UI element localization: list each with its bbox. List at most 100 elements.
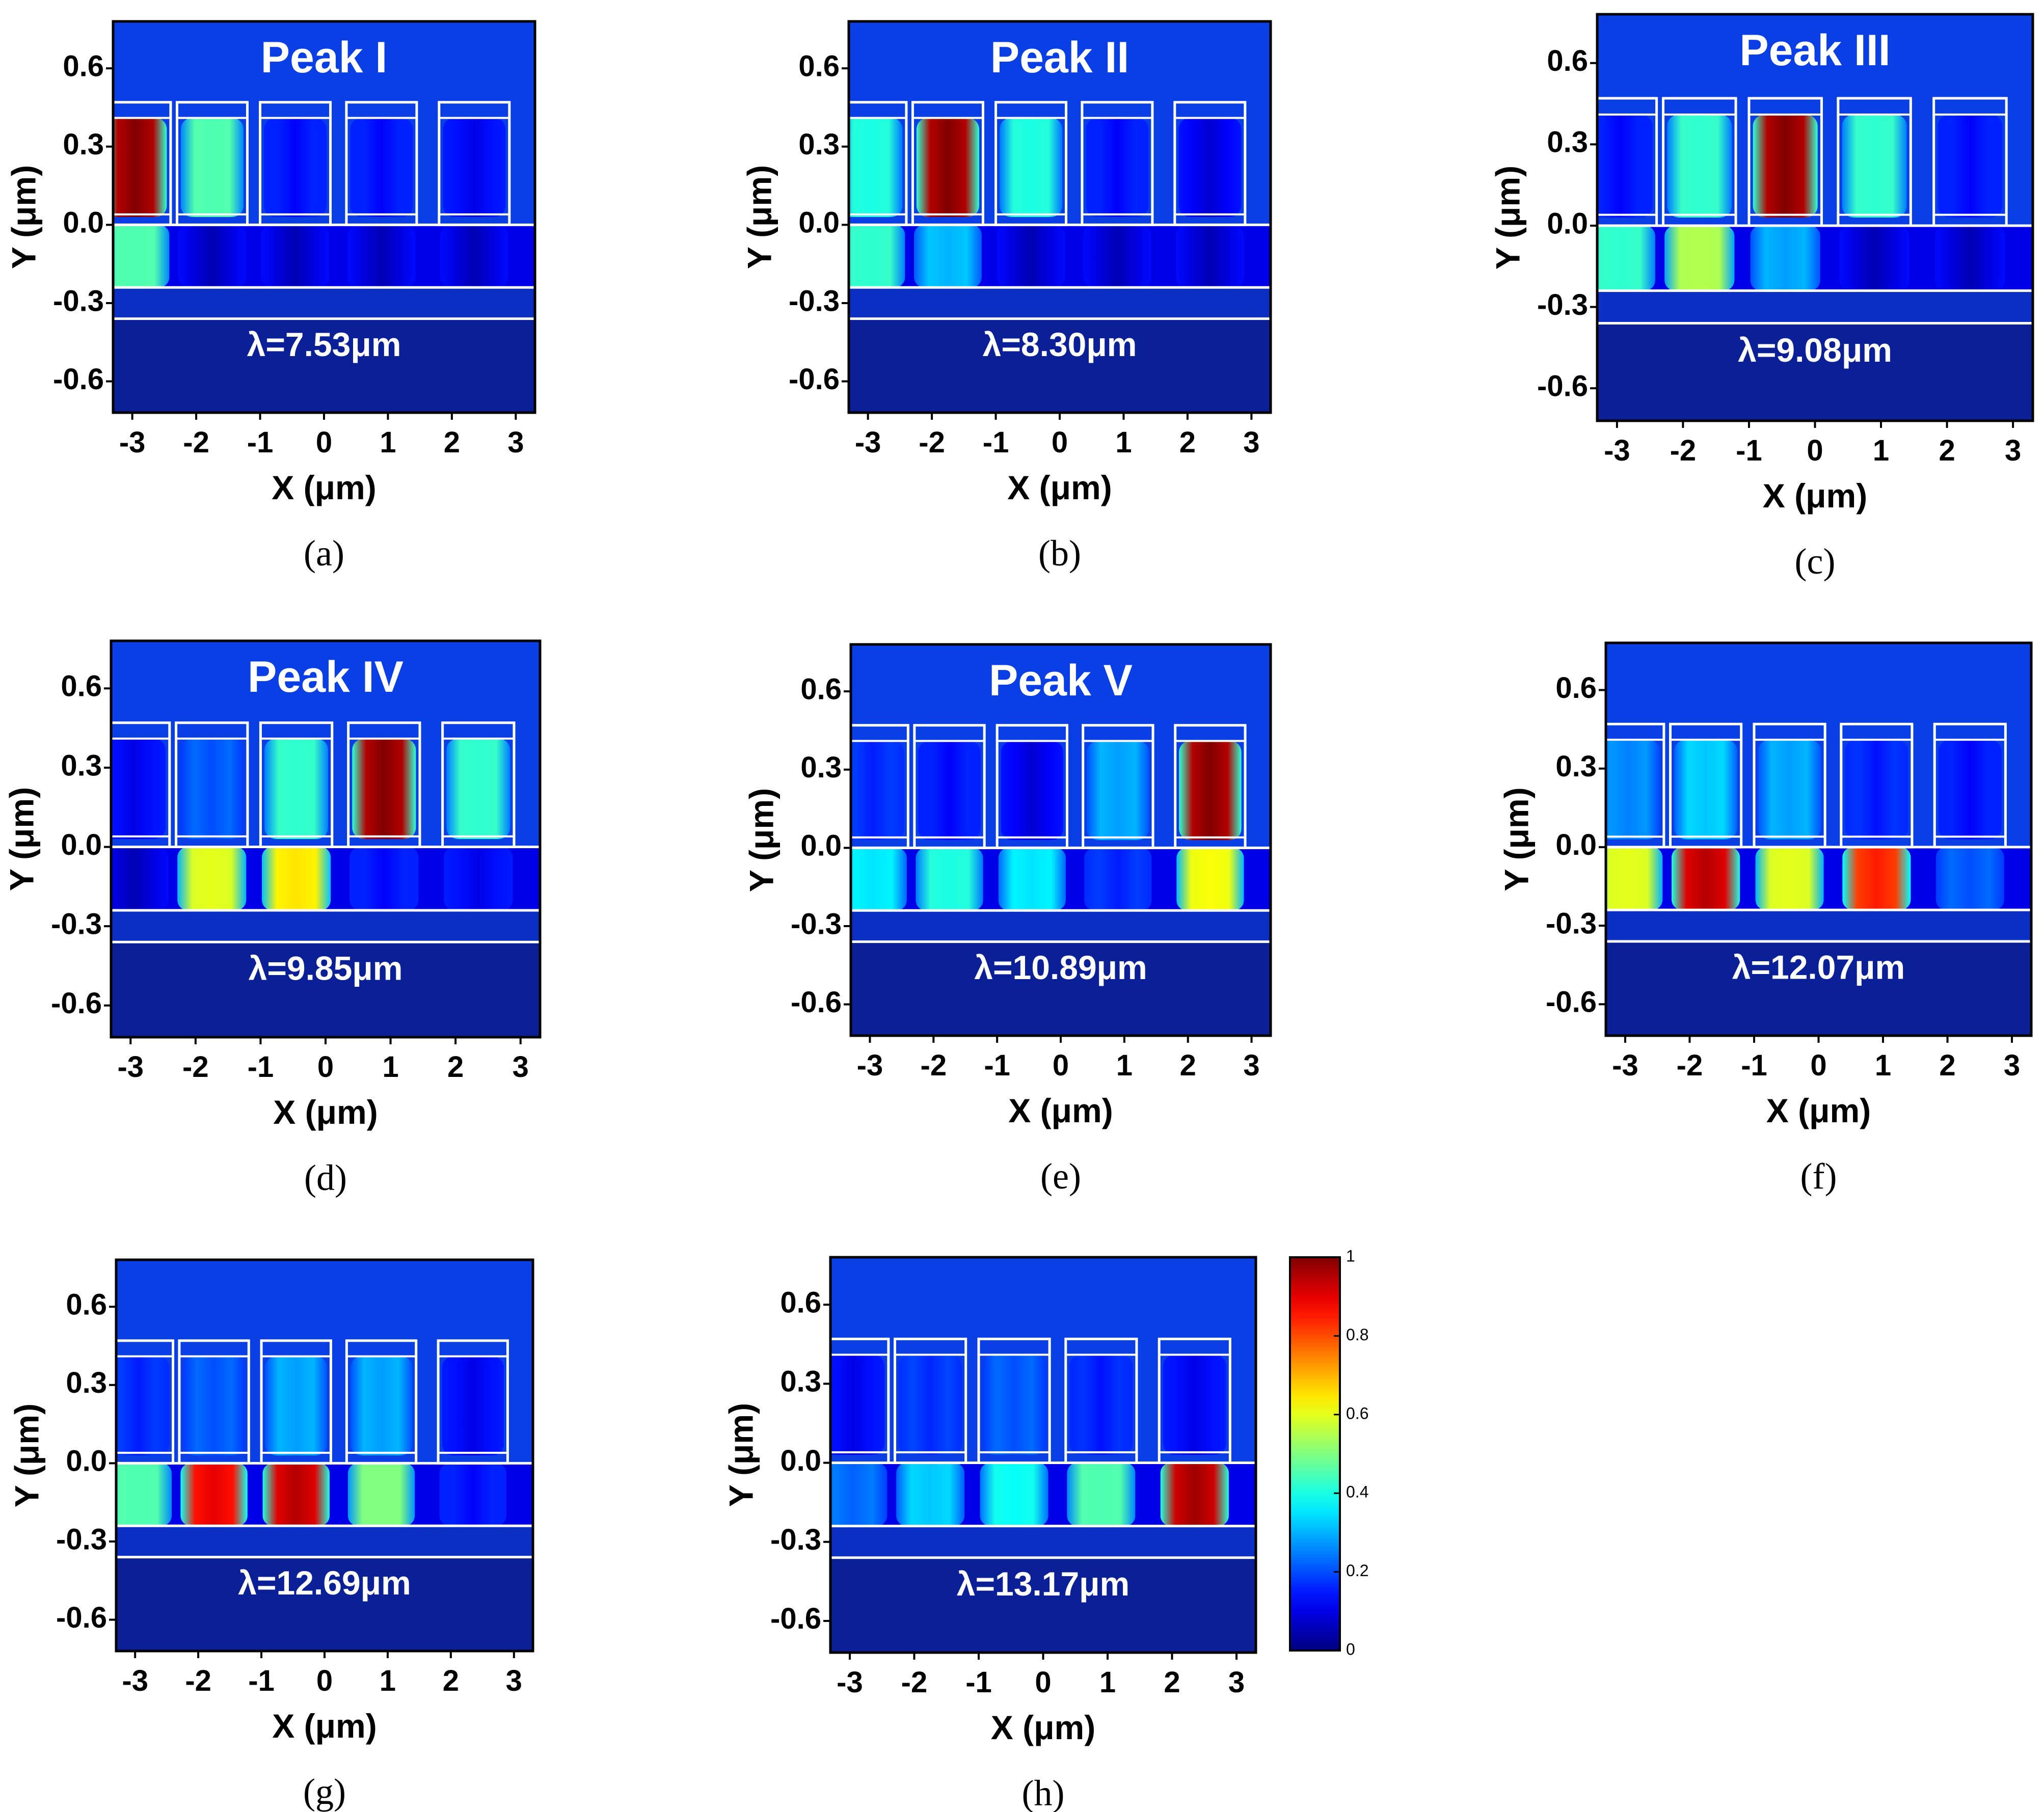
substrate-region — [1606, 941, 2031, 1036]
y-axis-label: Y (μm) — [8, 1403, 45, 1507]
substrate-region — [830, 1557, 1256, 1653]
x-tick-label: -2 — [185, 1664, 211, 1697]
x-tick-label: 1 — [1116, 1049, 1133, 1082]
x-tick-label: 2 — [444, 426, 460, 459]
x-tick-label: -3 — [855, 426, 881, 459]
gap-field-3 — [261, 225, 330, 288]
y-tick-label: -0.6 — [53, 363, 104, 396]
y-axis-label: Y (μm) — [742, 788, 780, 892]
y-tick-label: 0.6 — [798, 49, 840, 83]
gap-field-2 — [1672, 847, 1740, 910]
gap-field-3 — [1750, 225, 1820, 291]
y-tick-label: 0.0 — [61, 828, 102, 861]
panel-caption: (c) — [1795, 541, 1836, 582]
panels: Peak I λ=7.53μm -3 -2 -1 0 1 2 3 0.6 0.3 0.0 -0.3 -0.… — [3, 13, 2034, 1812]
wavelength-label: λ=10.89μm — [974, 949, 1147, 986]
y-tick-label: 0.3 — [63, 128, 104, 161]
resonator-field-3 — [1758, 740, 1821, 840]
wavelength-label: λ=7.53μm — [247, 326, 401, 363]
x-axis-label: X (μm) — [272, 469, 376, 506]
gap-field-3 — [262, 1463, 330, 1526]
x-tick-label: 0 — [316, 426, 332, 459]
gap-field-3 — [997, 225, 1065, 288]
x-tick-label: 1 — [1115, 426, 1132, 459]
y-tick-label: 0.3 — [1555, 750, 1597, 783]
resonator-field-2 — [899, 1355, 962, 1455]
resonator-field-3 — [1753, 114, 1818, 218]
y-tick-label: 0.6 — [61, 670, 102, 703]
x-tick-label: 0 — [1053, 1049, 1069, 1082]
gap-field-1 — [111, 847, 169, 911]
x-tick-label: -1 — [983, 426, 1009, 459]
panel-caption: (h) — [1022, 1773, 1065, 1812]
y-tick-label: -0.3 — [51, 907, 102, 940]
y-tick-label: 0.0 — [1555, 828, 1597, 861]
y-tick-label: -0.6 — [1537, 369, 1588, 402]
resonator-field-4 — [1069, 1355, 1133, 1455]
gap-field-3 — [1755, 847, 1824, 910]
y-tick-label: -0.3 — [789, 284, 840, 317]
y-tick-label: 0.0 — [66, 1445, 107, 1478]
gap-field-5 — [439, 1463, 506, 1526]
resonator-field-3 — [1000, 118, 1063, 217]
gap-field-1 — [1597, 225, 1655, 291]
x-axis-label: X (μm) — [1763, 477, 1867, 515]
gap-field-2 — [896, 1463, 965, 1526]
resonator-field-5 — [1938, 740, 2002, 840]
resonator-field-4 — [1842, 114, 1907, 218]
y-tick-label: -0.3 — [770, 1523, 821, 1556]
resonator-field-1 — [113, 118, 167, 217]
wavelength-label: λ=12.07μm — [1732, 949, 1905, 986]
y-tick-label: 0.3 — [798, 128, 840, 161]
gap-field-1 — [830, 1463, 887, 1526]
y-tick-label: -0.3 — [1537, 288, 1588, 321]
gap-field-2 — [916, 848, 983, 911]
gap-field-1 — [116, 1463, 172, 1526]
y-tick-label: 0.0 — [63, 206, 104, 239]
x-tick-label: -1 — [247, 426, 274, 459]
y-tick-label: -0.6 — [791, 986, 842, 1019]
y-axis-label: Y (μm) — [5, 165, 42, 269]
resonator-field-1 — [851, 741, 904, 840]
gap-field-1 — [113, 225, 170, 288]
y-axis-label: Y (μm) — [1497, 787, 1535, 891]
panel-c: Peak III λ=9.08μm -3 -2 -1 0 1 2 3 0.6 0.3 0.0 -0.3 -… — [1489, 13, 2034, 582]
spacer-region — [1597, 290, 2033, 323]
resonator-field-3 — [1001, 741, 1063, 840]
resonator-field-4 — [1845, 740, 1908, 840]
x-tick-label: 2 — [443, 1664, 459, 1697]
resonator-field-1 — [116, 1356, 170, 1455]
x-tick-label: -3 — [837, 1666, 863, 1699]
x-tick-label: 3 — [506, 1664, 522, 1697]
gap-field-3 — [261, 847, 331, 911]
x-tick-label: -3 — [1604, 434, 1630, 467]
gap-field-4 — [1842, 847, 1911, 910]
spacer-region — [113, 287, 535, 319]
x-tick-label: -3 — [857, 1049, 883, 1082]
x-tick-label: -2 — [1677, 1049, 1703, 1082]
x-tick-label: 3 — [1228, 1666, 1245, 1699]
y-tick-label: 0.6 — [800, 672, 842, 706]
resonator-field-3 — [982, 1355, 1046, 1455]
panel-title: Peak III — [1739, 26, 1890, 75]
colorbar-tick-label: 0.6 — [1346, 1404, 1368, 1422]
x-tick-label: 3 — [513, 1050, 529, 1084]
substrate-region — [849, 318, 1271, 413]
x-tick-label: -3 — [122, 1664, 148, 1697]
gap-field-4 — [1839, 225, 1909, 291]
wavelength-label: λ=12.69μm — [238, 1564, 411, 1602]
y-tick-label: -0.3 — [1546, 907, 1597, 940]
resonator-field-4 — [350, 118, 413, 217]
resonator-field-4 — [350, 1356, 413, 1455]
substrate-region — [851, 941, 1271, 1036]
x-tick-label: -3 — [117, 1050, 144, 1084]
x-axis-label: X (μm) — [1007, 469, 1112, 506]
panel-d: Peak IV λ=9.85μm -3 -2 -1 0 1 2 3 0.6 0.3 0.0 -0.3 -0… — [3, 639, 542, 1198]
panel-caption: (b) — [1038, 533, 1081, 574]
x-tick-label: 0 — [1810, 1049, 1826, 1082]
y-tick-label: 0.0 — [780, 1444, 821, 1477]
panel-caption: (f) — [1800, 1156, 1837, 1197]
gap-field-1 — [849, 225, 905, 288]
resonator-field-5 — [1179, 741, 1242, 840]
